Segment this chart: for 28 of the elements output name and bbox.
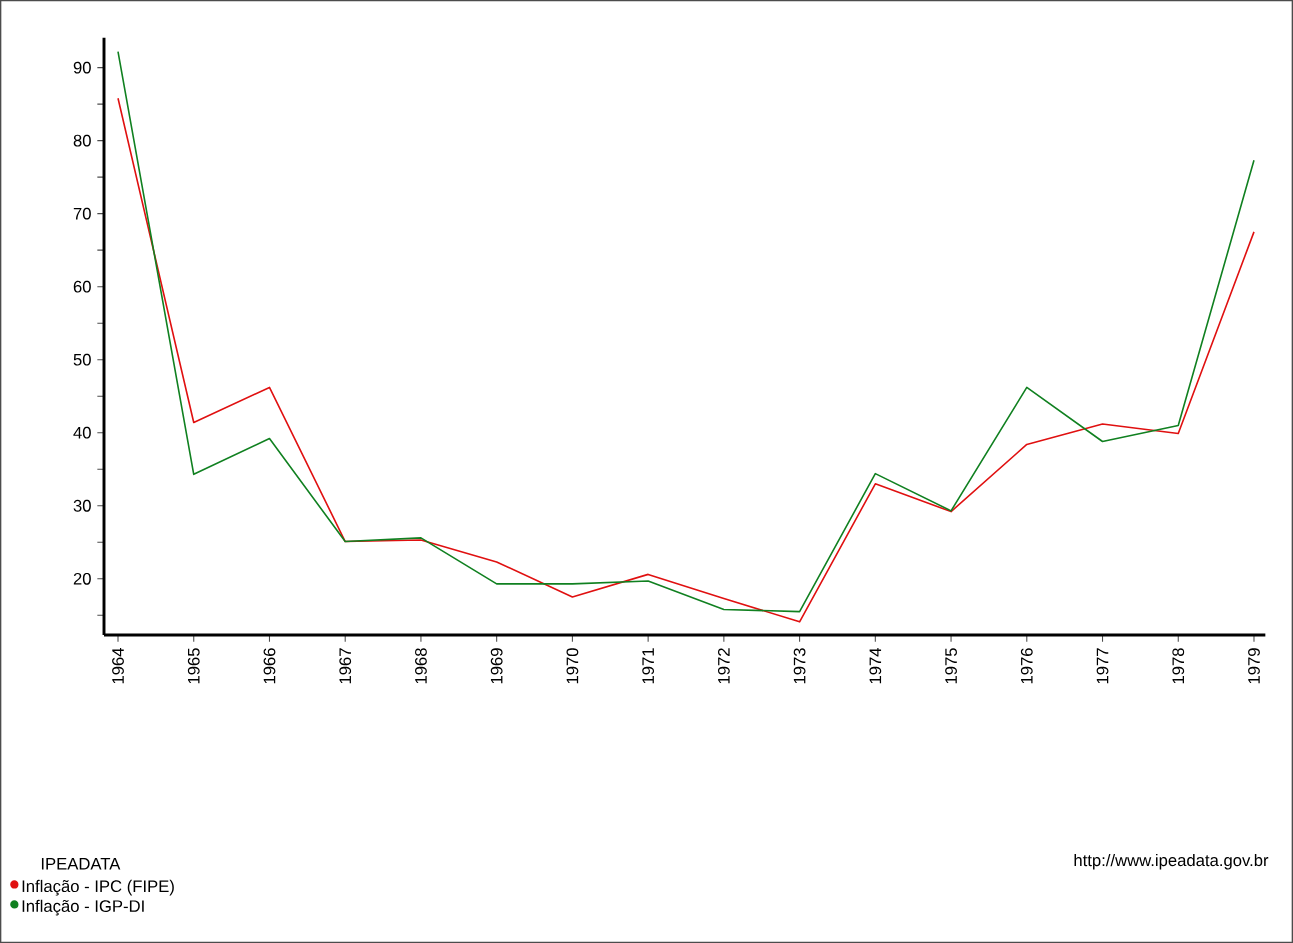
x-tick-label: 1978 [1172, 648, 1185, 684]
legend-title: IPEADATA [41, 858, 121, 870]
y-tick-label: 60 [73, 280, 91, 293]
x-tick-label: 1969 [490, 648, 503, 684]
y-tick-label: 70 [73, 207, 91, 220]
y-tick-label: 40 [73, 426, 91, 439]
x-tick-label: 1975 [945, 648, 957, 684]
legend-label: Inflação - IPC (FIPE) [22, 879, 174, 896]
x-tick-label: 1979 [1248, 648, 1260, 684]
x-tick-label: 1971 [642, 648, 655, 684]
x-tick-label: 1967 [339, 648, 352, 684]
y-tick-label: 90 [73, 61, 91, 74]
x-tick-label: 1966 [263, 648, 276, 684]
text: http://www.ipeadata.gov.br [1074, 853, 1269, 870]
y-tick-label: 80 [73, 134, 91, 147]
x-tick-label: 1977 [1096, 648, 1109, 684]
x-tick-label: 1970 [566, 648, 579, 684]
y-tick-label: 50 [73, 353, 91, 366]
y-tick-label: 20 [73, 572, 91, 585]
y-tick-label: 30 [73, 499, 91, 512]
x-tick-label: 1964 [112, 647, 124, 684]
x-tick-label: 1976 [1020, 648, 1033, 684]
x-tick-label: 1974 [869, 647, 882, 684]
x-tick-label: 1973 [793, 648, 806, 684]
x-tick-label: 1965 [187, 648, 200, 684]
x-tick-label: 1972 [717, 648, 730, 684]
legend-label: Inflação - IGP-DI [22, 899, 144, 916]
x-tick-label: 1968 [415, 648, 427, 684]
